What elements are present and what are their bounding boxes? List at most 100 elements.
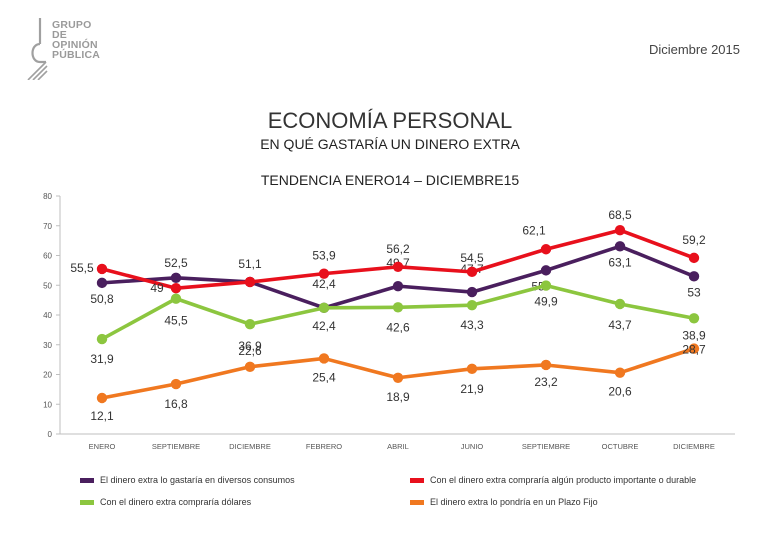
data-label: 49,9 (534, 295, 558, 309)
data-label: 21,9 (460, 382, 484, 396)
data-label: 22,6 (238, 344, 262, 358)
data-point (466, 299, 478, 311)
data-label: 23,2 (534, 375, 558, 389)
data-point (392, 261, 404, 273)
data-label: 56,2 (386, 242, 410, 256)
data-point (540, 244, 552, 255)
data-label: 45,5 (164, 314, 188, 328)
data-point (244, 276, 256, 288)
data-label: 53 (687, 285, 701, 299)
y-tick-label: 50 (43, 281, 52, 290)
legend-swatch (80, 477, 94, 483)
data-point (318, 302, 330, 314)
data-label: 51,1 (238, 257, 262, 271)
x-tick-label: SEPTIEMBRE (152, 442, 200, 451)
data-label: 52,5 (164, 256, 188, 270)
x-tick-label: ENERO (89, 442, 116, 451)
x-tick-label: ABRIL (387, 442, 409, 451)
data-label: 50,8 (90, 292, 114, 306)
x-tick-label: SEPTIEMBRE (522, 442, 570, 451)
logo-mark-icon (27, 18, 48, 80)
data-label: 63,1 (608, 255, 632, 269)
y-tick-label: 70 (43, 222, 52, 231)
x-tick-label: OCTUBRE (602, 442, 639, 451)
data-label: 68,5 (608, 208, 632, 222)
data-point (244, 361, 256, 372)
data-label: 62,1 (522, 223, 546, 237)
data-point (540, 265, 552, 276)
legend-label: Con el dinero extra compraría algún prod… (430, 475, 697, 485)
data-label: 59,2 (682, 233, 706, 247)
data-point (466, 286, 478, 298)
data-point (614, 298, 626, 310)
data-point (170, 272, 182, 284)
y-tick-label: 10 (43, 400, 52, 409)
legend-item-dolares: Con el dinero extra compraría dólares (80, 497, 251, 507)
data-point (466, 363, 478, 375)
data-label: 43,3 (460, 318, 484, 332)
legend-swatch (410, 499, 424, 505)
y-tick-label: 0 (48, 430, 53, 439)
page-subtitle: EN QUÉ GASTARÍA UN DINERO EXTRA (260, 136, 520, 152)
data-point (540, 280, 552, 291)
x-tick-label: JUNIO (461, 442, 484, 451)
data-point (614, 367, 626, 378)
logo-line: PÚBLICA (52, 49, 101, 61)
data-label: 43,7 (608, 318, 632, 332)
y-tick-label: 30 (43, 341, 52, 350)
data-label: 42,4 (312, 319, 336, 333)
data-point (614, 241, 626, 252)
logo-line: GRUPO (52, 19, 92, 31)
data-label: 42,6 (386, 320, 410, 334)
legend-label: Con el dinero extra compraría dólares (100, 497, 252, 507)
data-point (170, 378, 182, 390)
logo-text: GRUPO DE OPINIÓN PÚBLICA (52, 19, 101, 61)
y-tick-label: 40 (43, 311, 52, 320)
data-label: 42,4 (312, 277, 336, 291)
x-tick-label: DICIEMBRE (229, 442, 271, 451)
data-label: 31,9 (90, 352, 114, 366)
data-point (244, 319, 256, 330)
y-tick-label: 60 (43, 252, 52, 261)
report-date: Diciembre 2015 (648, 42, 740, 57)
data-label: 20,6 (608, 385, 632, 399)
data-label: 49 (150, 281, 164, 295)
data-label: 18,9 (386, 390, 410, 404)
data-label: 53,9 (312, 249, 336, 263)
data-point (96, 392, 108, 404)
y-tick-label: 80 (43, 192, 52, 201)
data-point (688, 313, 700, 324)
data-point (318, 268, 330, 279)
data-point (96, 277, 108, 289)
legend-label: El dinero extra lo pondría en un Plazo F… (430, 497, 598, 507)
data-point (318, 353, 330, 364)
legend-swatch (80, 499, 94, 505)
data-point (96, 333, 108, 345)
legend-swatch (410, 477, 424, 483)
data-point (392, 302, 404, 313)
trend-label: TENDENCIA ENERO14 – DICIEMBRE15 (260, 172, 520, 188)
data-point (688, 271, 700, 282)
logo-line: DE (52, 29, 67, 41)
data-point (614, 225, 626, 236)
x-tick-label: FEBRERO (306, 442, 342, 451)
data-point (688, 252, 700, 264)
data-label: 16,8 (164, 397, 188, 411)
logo-line: OPINIÓN (52, 39, 98, 51)
legend-item-consumos: El dinero extra lo gastaría en diversos … (80, 475, 295, 485)
data-label: 28,7 (682, 343, 706, 357)
data-point (96, 263, 108, 275)
logo: GRUPO DE OPINIÓN PÚBLICA (26, 18, 136, 80)
data-label: 55,5 (70, 261, 94, 275)
data-label: 12,1 (90, 409, 114, 423)
legend-label: El dinero extra lo gastaría en diversos … (100, 475, 295, 485)
data-label: 36,9 (238, 339, 262, 353)
data-label: 38,9 (682, 328, 706, 342)
data-point (466, 266, 478, 278)
data-point (170, 293, 182, 304)
data-label: 25,4 (312, 370, 336, 384)
data-label: 54,5 (460, 251, 484, 265)
data-point (170, 283, 182, 294)
data-point (392, 280, 404, 292)
